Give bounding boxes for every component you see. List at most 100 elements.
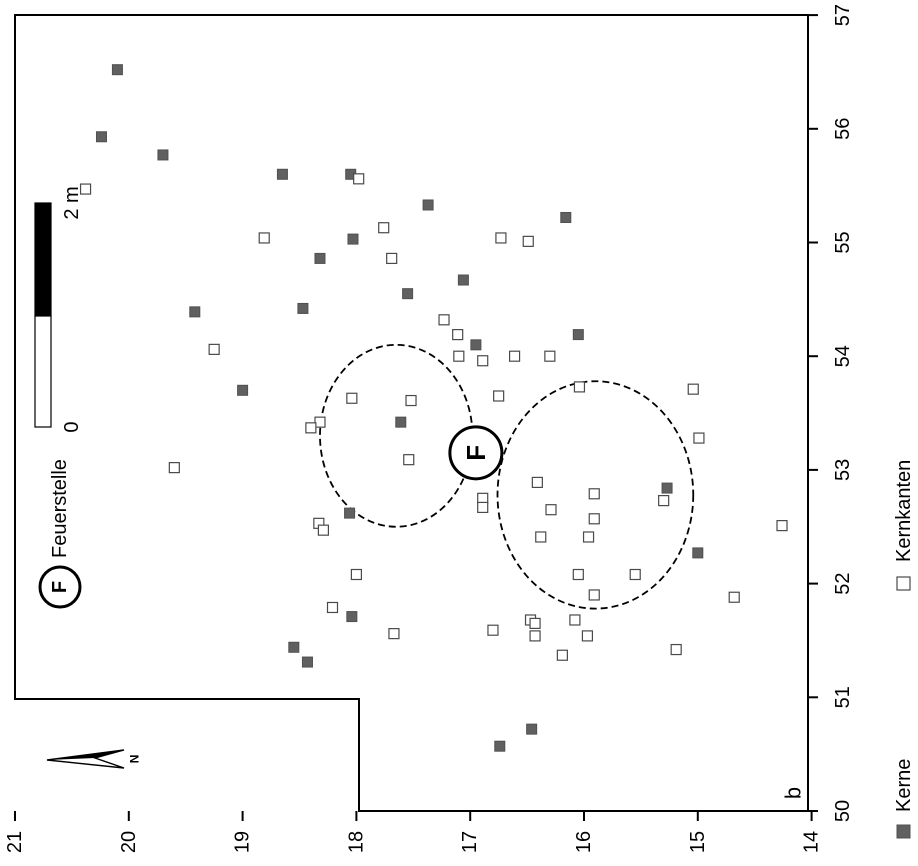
kerne-point xyxy=(95,131,107,143)
y-tick-label: 21 xyxy=(4,831,26,853)
hearth-letter: F xyxy=(461,445,491,461)
excavation-outline xyxy=(14,14,809,812)
kernkanten-point xyxy=(582,531,595,543)
legend-kernkanten-swatch xyxy=(896,576,911,591)
kerne-point xyxy=(402,288,414,300)
kernkanten-point xyxy=(317,524,329,536)
kerne-point xyxy=(560,211,572,223)
kernkanten-point xyxy=(403,454,415,466)
kerne-point xyxy=(470,339,482,351)
kernkanten-point xyxy=(629,568,641,581)
kernkanten-point xyxy=(544,350,556,362)
kerne-point xyxy=(237,384,249,396)
kernkanten-point xyxy=(508,350,521,362)
kernkanten-point xyxy=(495,232,507,244)
kerne-point xyxy=(189,306,201,318)
kernkanten-point xyxy=(452,328,464,341)
y-axis-ticks: 14 15 16 17 18 19 20 21 xyxy=(4,811,823,853)
kernkanten-point xyxy=(535,531,547,543)
kernkanten-point xyxy=(531,476,543,489)
kernkanten-point xyxy=(305,422,317,434)
legend-kerne-swatch xyxy=(896,824,911,839)
legend: Kerne Kernkanten xyxy=(893,460,915,839)
kernkanten-point xyxy=(346,392,358,404)
kernkanten-point xyxy=(386,252,398,265)
y-tick-label: 19 xyxy=(232,831,254,853)
scale-bar: 2 m 0 xyxy=(34,186,83,433)
kernkanten-point xyxy=(388,628,400,640)
kernkanten-point xyxy=(477,355,489,367)
kernkanten-point xyxy=(670,643,682,656)
y-tick-label: 16 xyxy=(573,831,595,853)
kernkanten-point xyxy=(693,432,705,444)
kernkanten-point xyxy=(258,232,270,244)
kerne-point xyxy=(494,740,506,752)
kerne-point xyxy=(692,547,704,559)
concentration-ellipse xyxy=(496,380,695,610)
kernkanten-point xyxy=(588,513,600,525)
kernkanten-point xyxy=(556,649,568,661)
kernkanten-point xyxy=(477,501,489,514)
kernkanten-point xyxy=(353,173,365,185)
kernkanten-point xyxy=(493,390,505,402)
kernkanten-point xyxy=(658,494,670,507)
hearth-marker: F xyxy=(448,425,504,481)
kerne-point xyxy=(661,482,673,494)
hearth-legend-symbol: F xyxy=(49,581,71,593)
kernkanten-point xyxy=(776,520,788,532)
kernkanten-point xyxy=(529,617,541,629)
kerne-point xyxy=(301,656,313,668)
kerne-point xyxy=(422,199,434,211)
y-tick-label: 14 xyxy=(801,831,823,853)
scale-end-label: 2 m xyxy=(61,186,83,219)
kerne-point xyxy=(288,641,300,653)
kernkanten-point xyxy=(350,568,362,581)
y-tick-label: 18 xyxy=(345,831,367,853)
kernkanten-point xyxy=(378,222,390,234)
x-axis-ticks: 50 51 52 53 54 55 56 57 xyxy=(808,4,854,822)
hearth-legend-label: Feuerstelle xyxy=(49,459,71,558)
y-tick-label: 20 xyxy=(118,831,140,853)
kerne-point xyxy=(572,329,584,341)
kernkanten-point xyxy=(687,383,699,395)
kerne-point xyxy=(344,507,356,519)
x-tick-label: 57 xyxy=(832,4,854,26)
x-tick-label: 51 xyxy=(832,686,854,708)
kernkanten-point xyxy=(168,462,180,474)
kernkanten-point xyxy=(453,350,465,362)
panel-letter: b xyxy=(781,787,806,799)
kerne-point xyxy=(276,168,288,180)
kerne-point xyxy=(346,611,358,623)
kernkanten-point xyxy=(522,235,534,247)
kernkanten-point xyxy=(572,568,584,581)
kerne-point xyxy=(457,274,469,286)
kernkanten-point xyxy=(487,624,499,636)
x-tick-label: 52 xyxy=(832,572,854,594)
kerne-point xyxy=(297,302,309,314)
kernkanten-point xyxy=(545,504,557,516)
x-tick-label: 53 xyxy=(832,459,854,481)
kerne-point xyxy=(111,64,123,76)
north-label: N xyxy=(127,755,141,764)
x-tick-label: 54 xyxy=(832,345,854,367)
concentration-ellipse xyxy=(319,343,474,528)
data-marks xyxy=(79,64,788,752)
kernkanten-point xyxy=(573,381,586,393)
kernkanten-point xyxy=(79,183,92,195)
kernkanten-point xyxy=(208,343,220,355)
kerne-point xyxy=(526,723,538,735)
kerne-point xyxy=(347,233,359,245)
y-tick-label: 17 xyxy=(459,831,481,853)
legend-kerne-label: Kerne xyxy=(893,759,915,812)
y-tick-label: 15 xyxy=(687,831,709,853)
kernkanten-point xyxy=(588,589,600,601)
legend-kernkanten-label: Kernkanten xyxy=(893,460,915,562)
kernkanten-point xyxy=(529,630,541,642)
kernkanten-point xyxy=(438,314,450,326)
kerne-point xyxy=(314,252,326,264)
scale-start-label: 0 xyxy=(61,421,83,432)
x-tick-label: 55 xyxy=(832,231,854,253)
kernkanten-point xyxy=(326,601,339,614)
x-tick-label: 56 xyxy=(832,118,854,140)
